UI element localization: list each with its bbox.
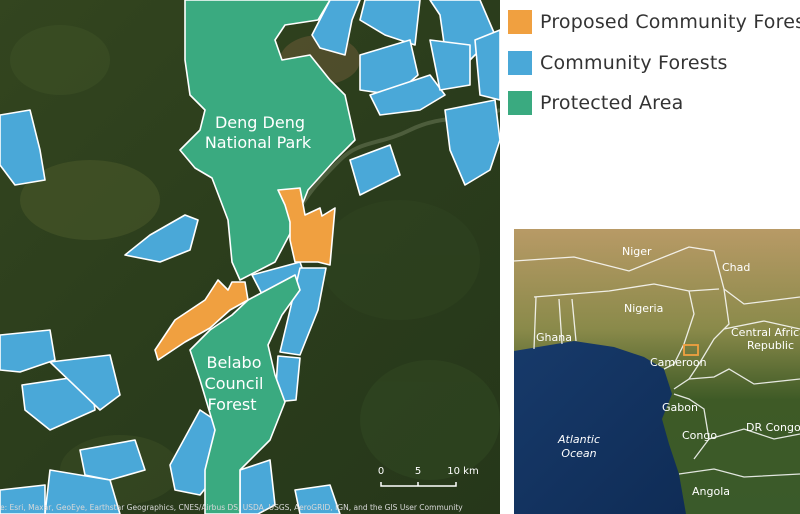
map-attribution: e: Esri, Maxar, GeoEye, Earthstar Geogra… <box>0 503 463 512</box>
community-forest-parcel[interactable] <box>0 329 56 373</box>
community-forest-parcel[interactable] <box>124 214 199 263</box>
main-map[interactable]: Deng Deng National Park Belabo Council F… <box>0 0 500 514</box>
study-area-highlight <box>683 344 699 356</box>
main-map-canvas: Deng Deng National Park Belabo Council F… <box>0 0 500 514</box>
legend: Proposed Community Fores Community Fores… <box>500 0 800 230</box>
scale-bar: 0 5 10 km <box>378 466 479 487</box>
inset-label-angola: Angola <box>692 485 730 498</box>
legend-swatch-community <box>508 51 532 75</box>
inset-label-cameroon: Cameroon <box>650 356 707 369</box>
community-forest-parcel[interactable] <box>444 99 500 186</box>
community-forest-parcel[interactable] <box>349 144 401 196</box>
community-forest-parcel[interactable] <box>311 0 361 56</box>
legend-item-proposed: Proposed Community Fores <box>508 9 800 35</box>
legend-label-proposed: Proposed Community Fores <box>540 11 800 33</box>
proposed-forest-parcel[interactable] <box>154 279 249 361</box>
community-forest-parcel[interactable] <box>79 439 146 481</box>
inset-label-car-line1: Central Africa <box>731 326 800 339</box>
legend-item-community: Community Forests <box>508 50 728 76</box>
inset-ocean <box>514 341 686 514</box>
community-forest-parcel[interactable] <box>0 109 46 186</box>
inset-label-congo: Congo <box>682 429 717 442</box>
scale-tick-5: 5 <box>415 466 421 477</box>
inset-label-gabon: Gabon <box>662 401 698 414</box>
inset-map-canvas: Niger Chad Nigeria Ghana Central Africa … <box>514 229 800 514</box>
protected-areas[interactable] <box>179 0 356 514</box>
inset-label-drc: DR Congo <box>746 421 800 434</box>
inset-label-niger: Niger <box>622 245 652 258</box>
inset-label-ocean-line2: Ocean <box>561 447 596 460</box>
community-forest-parcel[interactable] <box>359 0 421 46</box>
scale-tick-10: 10 km <box>447 466 478 477</box>
legend-label-protected: Protected Area <box>540 92 684 114</box>
belabo-council-forest[interactable] <box>189 274 301 514</box>
inset-label-chad: Chad <box>722 261 750 274</box>
legend-label-community: Community Forests <box>540 52 728 74</box>
council-label-line1: Belabo <box>206 353 261 372</box>
council-label-line2: Council <box>205 374 264 393</box>
community-forest-parcel[interactable] <box>49 354 121 411</box>
proposed-forest-parcel[interactable] <box>277 187 336 266</box>
inset-label-ghana: Ghana <box>536 331 572 344</box>
park-label-line2: National Park <box>205 133 312 152</box>
legend-item-protected: Protected Area <box>508 90 684 116</box>
community-forest-parcel[interactable] <box>474 29 500 101</box>
community-forest-parcel[interactable] <box>294 484 341 514</box>
legend-swatch-protected <box>508 91 532 115</box>
inset-label-nigeria: Nigeria <box>624 302 663 315</box>
inset-locator-map[interactable]: Niger Chad Nigeria Ghana Central Africa … <box>514 229 800 514</box>
community-forest-parcel[interactable] <box>0 484 46 514</box>
community-forest-parcel[interactable] <box>429 39 471 91</box>
legend-swatch-proposed <box>508 10 532 34</box>
inset-label-ocean-line1: Atlantic <box>557 433 600 446</box>
proposed-community-forests[interactable] <box>154 187 336 361</box>
scale-tick-0: 0 <box>378 466 384 477</box>
park-label-line1: Deng Deng <box>215 113 305 132</box>
community-forest-parcel[interactable] <box>279 267 327 356</box>
community-forest-parcel[interactable] <box>369 74 446 116</box>
council-label-line3: Forest <box>207 395 256 414</box>
inset-label-car-line2: Republic <box>747 339 794 352</box>
inset-borders <box>514 246 800 478</box>
community-forest-parcel[interactable] <box>44 469 121 514</box>
